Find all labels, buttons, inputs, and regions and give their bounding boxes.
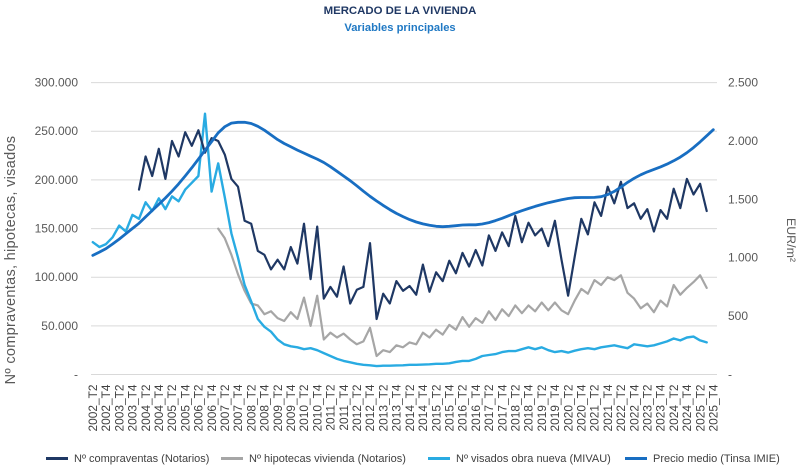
- svg-text:2019_T4: 2019_T4: [548, 384, 562, 431]
- svg-text:2003_T4: 2003_T4: [126, 384, 140, 431]
- svg-text:2009_T2: 2009_T2: [271, 384, 285, 431]
- svg-text:2018_T4: 2018_T4: [522, 384, 536, 431]
- svg-text:-: -: [728, 368, 732, 382]
- svg-text:2007_T2: 2007_T2: [218, 384, 232, 431]
- svg-text:2002_T4: 2002_T4: [99, 384, 113, 431]
- svg-text:2016_T4: 2016_T4: [469, 384, 483, 431]
- svg-text:2015_T2: 2015_T2: [429, 384, 443, 431]
- svg-text:2004_T4: 2004_T4: [152, 384, 166, 431]
- svg-text:EUR/m²: EUR/m²: [784, 218, 798, 262]
- svg-text:2022_T2: 2022_T2: [614, 384, 628, 431]
- svg-text:2024_T2: 2024_T2: [667, 384, 681, 431]
- svg-text:2025_T2: 2025_T2: [693, 384, 707, 431]
- svg-text:2006_T4: 2006_T4: [205, 384, 219, 431]
- svg-text:2013_T4: 2013_T4: [390, 384, 404, 431]
- svg-text:2009_T4: 2009_T4: [284, 384, 298, 431]
- svg-text:2002_T2: 2002_T2: [86, 384, 100, 431]
- svg-text:Nº compraventas, hipotecas, vi: Nº compraventas, hipotecas, visados: [3, 136, 19, 385]
- svg-text:2015_T4: 2015_T4: [443, 384, 457, 431]
- svg-text:2020_T4: 2020_T4: [575, 384, 589, 431]
- svg-text:2022_T4: 2022_T4: [627, 384, 641, 431]
- svg-text:1.000: 1.000: [728, 251, 758, 265]
- svg-text:2008_T4: 2008_T4: [258, 384, 272, 431]
- svg-text:2025_T4: 2025_T4: [707, 384, 721, 431]
- svg-text:2011_T2: 2011_T2: [324, 384, 338, 430]
- svg-text:2011_T4: 2011_T4: [337, 384, 351, 430]
- svg-text:2020_T2: 2020_T2: [561, 384, 575, 431]
- svg-text:2012_T2: 2012_T2: [350, 384, 364, 431]
- svg-text:2.000: 2.000: [728, 134, 758, 148]
- svg-text:2023_T4: 2023_T4: [654, 384, 668, 431]
- svg-text:2.500: 2.500: [728, 76, 758, 90]
- svg-text:2024_T4: 2024_T4: [680, 384, 694, 431]
- svg-text:500: 500: [728, 309, 748, 323]
- svg-text:2014_T2: 2014_T2: [403, 384, 417, 431]
- svg-text:300.000: 300.000: [35, 76, 79, 90]
- svg-text:2018_T2: 2018_T2: [509, 384, 523, 431]
- svg-text:2019_T2: 2019_T2: [535, 384, 549, 431]
- svg-text:2007_T4: 2007_T4: [231, 384, 245, 431]
- svg-text:2010_T2: 2010_T2: [297, 384, 311, 431]
- svg-text:2004_T2: 2004_T2: [139, 384, 153, 431]
- svg-text:2023_T2: 2023_T2: [641, 384, 655, 431]
- svg-text:2021_T4: 2021_T4: [601, 384, 615, 431]
- svg-text:2017_T4: 2017_T4: [495, 384, 509, 431]
- svg-text:250.000: 250.000: [35, 124, 79, 138]
- svg-text:-: -: [74, 368, 78, 382]
- svg-text:200.000: 200.000: [35, 173, 79, 187]
- svg-text:2006_T2: 2006_T2: [192, 384, 206, 431]
- svg-text:1.500: 1.500: [728, 192, 758, 206]
- svg-text:2013_T2: 2013_T2: [376, 384, 390, 431]
- svg-text:2005_T2: 2005_T2: [165, 384, 179, 431]
- svg-text:2003_T2: 2003_T2: [112, 384, 126, 431]
- svg-text:2008_T2: 2008_T2: [244, 384, 258, 431]
- svg-text:2005_T4: 2005_T4: [178, 384, 192, 431]
- svg-text:2014_T4: 2014_T4: [416, 384, 430, 431]
- svg-text:2016_T2: 2016_T2: [456, 384, 470, 431]
- svg-text:2021_T2: 2021_T2: [588, 384, 602, 431]
- svg-text:2017_T2: 2017_T2: [482, 384, 496, 431]
- svg-text:150.000: 150.000: [35, 222, 79, 236]
- svg-text:2010_T4: 2010_T4: [310, 384, 324, 431]
- svg-text:50.000: 50.000: [41, 319, 78, 333]
- svg-text:2012_T4: 2012_T4: [363, 384, 377, 431]
- svg-text:100.000: 100.000: [35, 270, 79, 284]
